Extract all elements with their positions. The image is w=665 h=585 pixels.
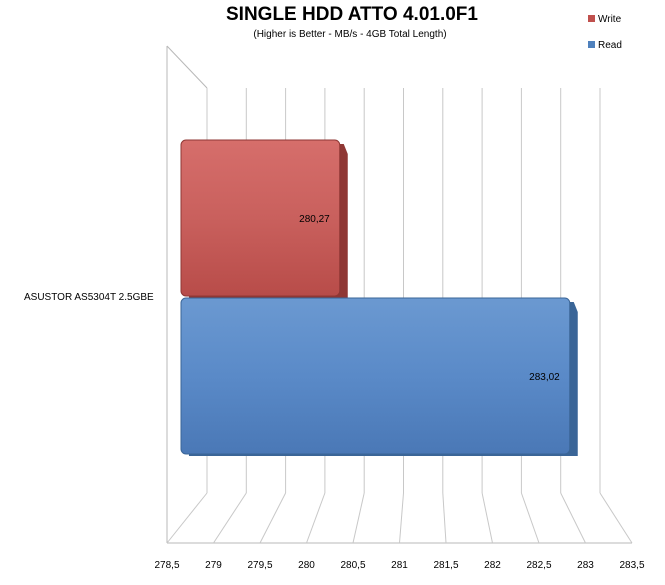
legend-label-read: Read xyxy=(598,40,622,51)
gridline-floor xyxy=(481,492,493,544)
legend: Write Read xyxy=(588,14,622,51)
chart-subtitle: (Higher is Better - MB/s - 4GB Total Len… xyxy=(253,29,446,40)
legend-swatch-read xyxy=(588,41,595,48)
data-label: 280,27 xyxy=(299,214,330,225)
x-tick-label: 283,5 xyxy=(619,560,644,571)
x-tick-label: 281,5 xyxy=(433,560,458,571)
x-axis-ticks: 278,5 279 279,5 280 280,5 281 281,5 282 282,5 283… xyxy=(154,560,644,571)
gridline-floor xyxy=(306,492,326,544)
bar-write: 280,27 xyxy=(180,139,348,298)
bar-write-face xyxy=(180,139,341,297)
gridline-floor xyxy=(560,492,586,544)
x-tick-label: 282 xyxy=(484,560,501,571)
gridline-floor xyxy=(213,492,247,544)
x-tick-label: 280 xyxy=(298,560,315,571)
chart-title: SINGLE HDD ATTO 4.01.0F1 xyxy=(226,4,478,25)
bars: 280,27 283,02 xyxy=(180,139,578,456)
gridline-floor xyxy=(599,492,633,544)
x-tick-label: 279 xyxy=(205,560,222,571)
gridline-floor xyxy=(166,492,208,544)
x-tick-label: 278,5 xyxy=(154,560,179,571)
category-label: ASUSTOR AS5304T 2.5GBE xyxy=(24,292,154,303)
x-tick-label: 282,5 xyxy=(526,560,551,571)
x-tick-label: 279,5 xyxy=(247,560,272,571)
gridline-floor xyxy=(520,492,540,544)
legend-swatch-write xyxy=(588,15,595,22)
bar-read-face xyxy=(180,297,571,455)
gridline-floor xyxy=(442,492,447,544)
x-tick-label: 280,5 xyxy=(340,560,365,571)
data-label: 283,02 xyxy=(529,372,560,383)
legend-label-write: Write xyxy=(598,14,622,25)
gridline-floor xyxy=(352,492,365,544)
x-tick-label: 283 xyxy=(577,560,594,571)
x-tick-label: 281 xyxy=(391,560,408,571)
gridline-floor xyxy=(399,492,404,544)
side-wall-edge xyxy=(166,45,208,89)
bar-read: 283,02 xyxy=(180,297,578,456)
gridline-floor xyxy=(259,492,287,544)
